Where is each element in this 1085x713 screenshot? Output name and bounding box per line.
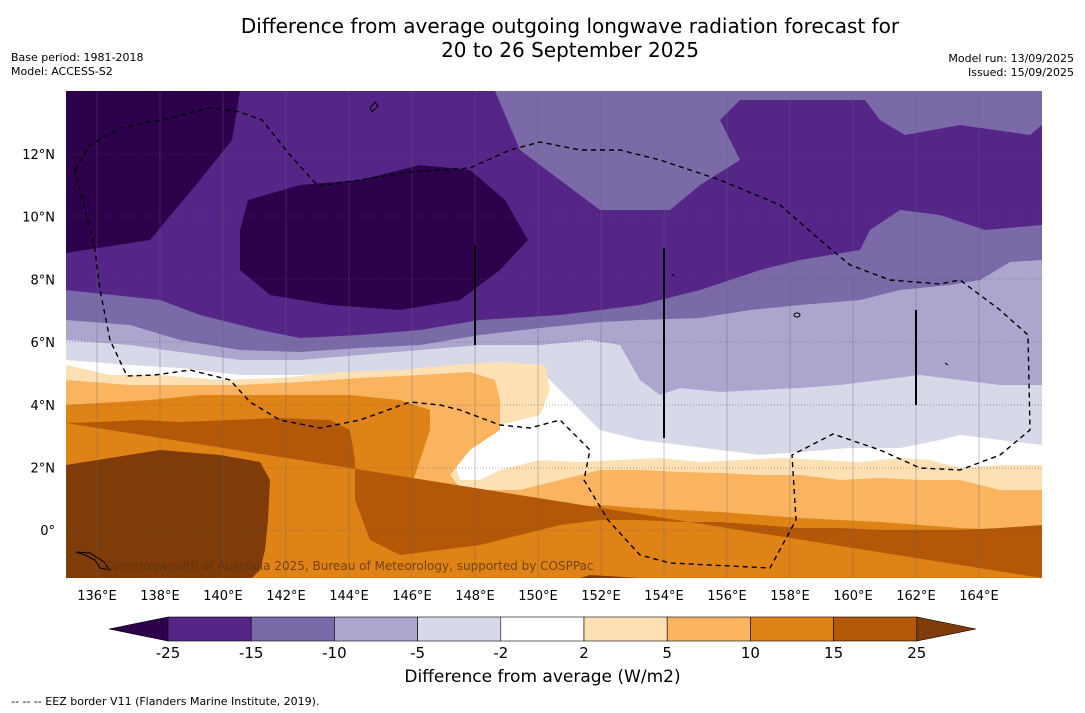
colorbar-segment (750, 616, 834, 642)
y-tick-label: 4°N (31, 399, 56, 414)
x-tick-label: 150°E (518, 589, 558, 604)
x-tick-label: 160°E (833, 589, 873, 604)
colorbar-extend-high (916, 616, 977, 642)
x-tick-label: 148°E (455, 589, 495, 604)
colorbar-segment (666, 616, 751, 642)
model-name: Model: ACCESS-S2 (11, 65, 113, 78)
x-tick-label: 162°E (896, 589, 936, 604)
colorbar-segment (167, 616, 252, 642)
colorbar-tick-label: -10 (322, 644, 347, 662)
band-below-minus-25 (66, 91, 240, 253)
colorbar-tick-label: 5 (662, 644, 672, 662)
y-tick-label: 12°N (22, 148, 55, 163)
graticule (66, 153, 1042, 531)
colorbar-tick-label: 15 (824, 644, 843, 662)
x-tick-label: 146°E (392, 589, 432, 604)
title-line-2: 20 to 26 September 2025 (441, 38, 699, 62)
coastline-features (75, 101, 949, 571)
x-tick-label: 138°E (140, 589, 180, 604)
colorbar-segment (417, 616, 502, 642)
x-tick-label: 140°E (203, 589, 243, 604)
run-info: Model run: 13/09/2025 Issued: 15/09/2025 (948, 52, 1074, 80)
title-line-1: Difference from average outgoing longwav… (240, 14, 900, 38)
base-period: Base period: 1981-2018 (11, 51, 144, 64)
band-15-to-25 (66, 418, 1042, 578)
y-tick-label: 2°N (31, 462, 56, 477)
colorbar-tick-label: 2 (579, 644, 589, 662)
colorbar-tick-label: 25 (907, 644, 926, 662)
colorbar-tick-label: -25 (156, 644, 181, 662)
issued-date: Issued: 15/09/2025 (967, 66, 1074, 79)
model-info: Base period: 1981-2018 Model: ACCESS-S2 (11, 51, 143, 79)
colorbar-extend-low (108, 616, 169, 642)
x-tick-label: 158°E (770, 589, 810, 604)
y-tick-label: 0° (40, 524, 55, 539)
map-title: Difference from average outgoing longwav… (0, 14, 1085, 62)
band-below-minus-25-core (240, 165, 528, 310)
colorbar-tick-label: 10 (741, 644, 760, 662)
colorbar-tick-label: -5 (410, 644, 425, 662)
y-axis-ticks: 12°N 10°N 8°N 6°N 4°N 2°N 0° (22, 148, 55, 539)
band-above-25-south (580, 575, 640, 578)
x-tick-label: 152°E (581, 589, 621, 604)
colorbar-segment (583, 616, 668, 642)
x-tick-label: 154°E (644, 589, 684, 604)
x-tick-label: 136°E (77, 589, 117, 604)
colorbar-ticks: -25 -15 -10 -5 -2 2 5 10 15 25 (156, 644, 927, 662)
eez-border (74, 107, 1031, 569)
x-tick-label: 156°E (707, 589, 747, 604)
colorbar-segment (334, 616, 418, 642)
colorbar-label: Difference from average (W/m2) (404, 667, 681, 687)
model-run: Model run: 13/09/2025 (948, 52, 1074, 65)
colorbar-segment (500, 616, 585, 642)
y-tick-label: 6°N (31, 336, 56, 351)
y-tick-label: 10°N (22, 211, 55, 226)
band-above-25 (66, 450, 270, 578)
x-axis-ticks: 136°E 138°E 140°E 142°E 144°E 146°E 148°E 150°E… (77, 589, 999, 604)
colorbar-segment (833, 616, 918, 642)
band-minus-15-to-10-north (495, 91, 1042, 210)
y-tick-label: 8°N (31, 273, 56, 288)
colorbar-segment (250, 616, 335, 642)
colorbar (108, 616, 977, 642)
x-tick-label: 144°E (329, 589, 369, 604)
eez-footnote: -- -- -- EEZ border V11 (Flanders Marine… (11, 695, 320, 708)
x-tick-label: 142°E (266, 589, 306, 604)
map-plot-area (66, 91, 1042, 578)
colorbar-tick-label: -2 (493, 644, 508, 662)
copyright-credit: Commonwealth of Australia 2025, Bureau o… (104, 559, 594, 573)
colorbar-tick-label: -15 (239, 644, 264, 662)
x-tick-label: 164°E (959, 589, 999, 604)
